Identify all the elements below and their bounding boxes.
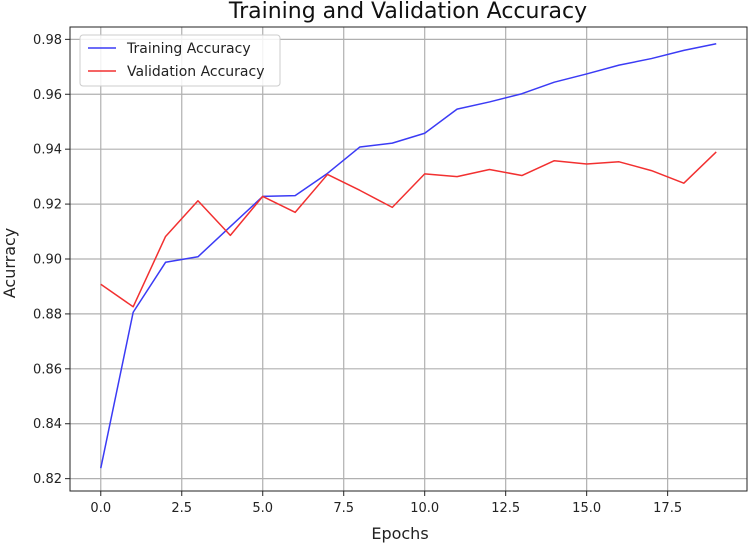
training-accuracy-line [100, 43, 717, 469]
x-tick-label: 0.0 [90, 501, 111, 516]
y-tick-label: 0.94 [33, 143, 62, 158]
legend-training-label: Training Accuracy [126, 41, 251, 57]
y-tick-label: 0.86 [33, 362, 62, 377]
y-tick-label: 0.90 [33, 253, 62, 268]
series-layer [100, 43, 717, 469]
x-tick-label: 12.5 [491, 501, 520, 516]
x-tick-label: 15.0 [572, 501, 601, 516]
y-tick-label: 0.84 [33, 417, 62, 432]
y-tick-label: 0.92 [33, 198, 62, 213]
x-tick-label: 10.0 [410, 501, 439, 516]
grid [70, 27, 747, 491]
y-tick-label: 0.98 [33, 33, 62, 48]
x-tick-label: 2.5 [171, 501, 192, 516]
x-tick-label: 5.0 [252, 501, 273, 516]
legend-box [79, 34, 281, 87]
x-tick-label: 17.5 [653, 501, 682, 516]
y-axis-label: Acurracy [0, 228, 19, 299]
y-tick-label: 0.82 [33, 472, 62, 487]
legend: Training Accuracy Validation Accuracy [79, 34, 281, 87]
legend-validation-label: Validation Accuracy [127, 64, 265, 80]
chart-title: Training and Validation Accuracy [228, 0, 587, 24]
x-axis-label: Epochs [371, 524, 428, 543]
y-tick-label: 0.88 [33, 307, 62, 322]
ticks: 0.0 2.5 5.0 7.5 10.0 12.5 15.0 17.5 0.82 0.84 0.86… [33, 33, 682, 516]
x-tick-label: 7.5 [333, 501, 354, 516]
validation-accuracy-line [100, 151, 717, 308]
y-tick-label: 0.96 [33, 88, 62, 103]
